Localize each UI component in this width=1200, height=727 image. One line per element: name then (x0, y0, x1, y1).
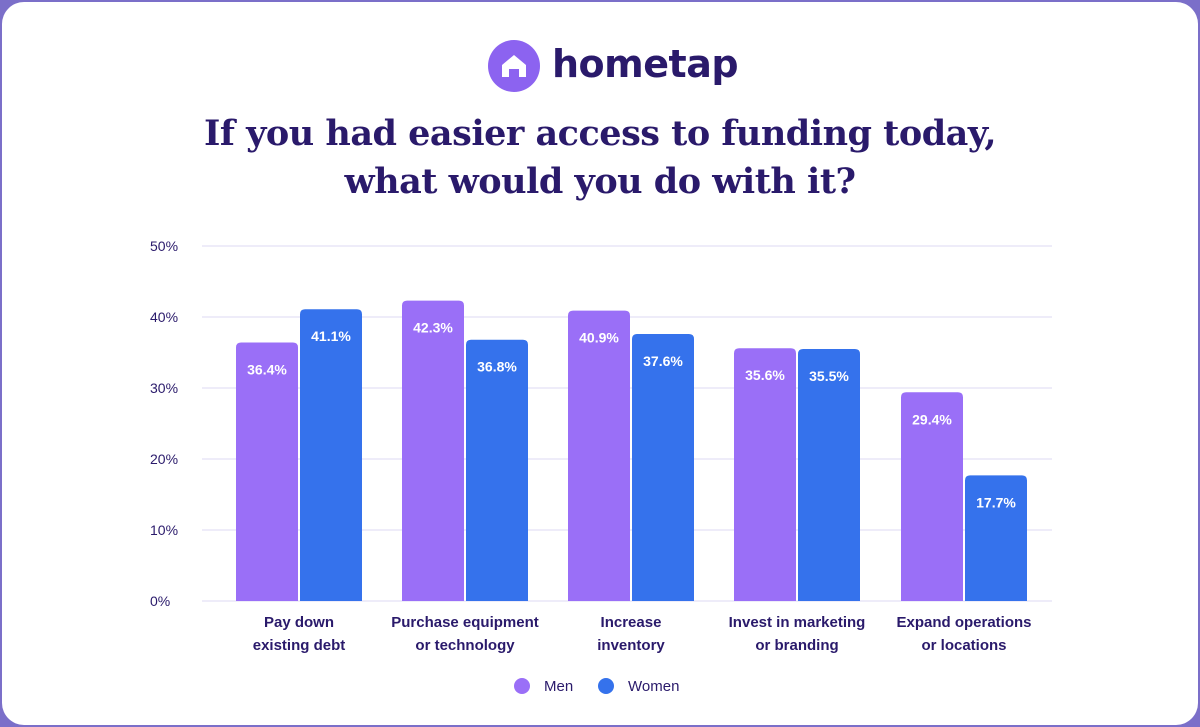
data-label-men-expand-operations: 29.4% (912, 411, 952, 427)
x-tick-label-pay-down-line-2: existing debt (253, 637, 346, 654)
x-tick-label-purchase-equipment-line-1: Purchase equipment (391, 614, 539, 631)
x-tick-label-increase-line-1: Increase (601, 614, 662, 631)
legend-label-women: Women (628, 677, 680, 695)
x-tick-label-expand-operations-line-2: or locations (921, 637, 1006, 654)
data-label-men-increase: 40.9% (579, 330, 619, 346)
y-tick-label-40: 40% (150, 309, 178, 325)
bar-men-invest-in-marketing (734, 348, 796, 601)
chart-title-line-1: If you had easier access to funding toda… (203, 113, 997, 154)
y-tick-label-10: 10% (150, 522, 178, 538)
x-tick-label-expand-operations-line-1: Expand operations (896, 614, 1031, 631)
legend-item-men: Men (514, 674, 573, 698)
brand-name: hometap (552, 42, 739, 86)
legend-swatch-women (598, 678, 614, 694)
y-tick-label-20: 20% (150, 451, 178, 467)
chart-legend: Men Women (2, 674, 1198, 698)
x-tick-label-invest-in-marketing-line-2: or branding (755, 637, 838, 654)
legend-item-women: Women (598, 674, 679, 698)
hometap-logo: hometap (488, 40, 748, 92)
data-label-women-pay-down: 41.1% (311, 328, 351, 344)
x-tick-label-purchase-equipment-line-2: or technology (415, 637, 515, 654)
bar-women-increase (632, 334, 694, 601)
y-tick-label-0: 0% (150, 593, 170, 609)
house-icon (488, 40, 540, 92)
bar-women-purchase-equipment (466, 339, 528, 601)
bar-women-invest-in-marketing (798, 348, 860, 601)
data-label-women-purchase-equipment: 36.8% (477, 359, 517, 375)
bar-men-pay-down (236, 342, 298, 601)
data-label-men-pay-down: 36.4% (247, 362, 287, 378)
data-label-men-invest-in-marketing: 35.6% (745, 367, 785, 383)
x-tick-label-increase-line-2: inventory (597, 637, 665, 654)
x-tick-label-invest-in-marketing-line-1: Invest in marketing (729, 614, 866, 631)
y-tick-label-30: 30% (150, 380, 178, 396)
y-tick-label-50: 50% (150, 238, 178, 254)
data-label-women-increase: 37.6% (643, 353, 683, 369)
chart-title-line-2: what would you do with it? (344, 161, 857, 202)
bar-men-increase (568, 310, 630, 601)
data-label-women-expand-operations: 17.7% (976, 494, 1016, 510)
bar-men-purchase-equipment (402, 300, 464, 601)
bar-women-pay-down (300, 309, 362, 601)
bar-women-expand-operations (965, 475, 1027, 601)
data-label-women-invest-in-marketing: 35.5% (809, 368, 849, 384)
x-tick-label-pay-down-line-1: Pay down (264, 614, 334, 631)
chart-title: If you had easier access to funding toda… (2, 110, 1198, 206)
data-label-men-purchase-equipment: 42.3% (413, 320, 453, 336)
legend-swatch-men (514, 678, 530, 694)
legend-label-men: Men (544, 677, 574, 695)
bar-men-expand-operations (901, 392, 963, 601)
